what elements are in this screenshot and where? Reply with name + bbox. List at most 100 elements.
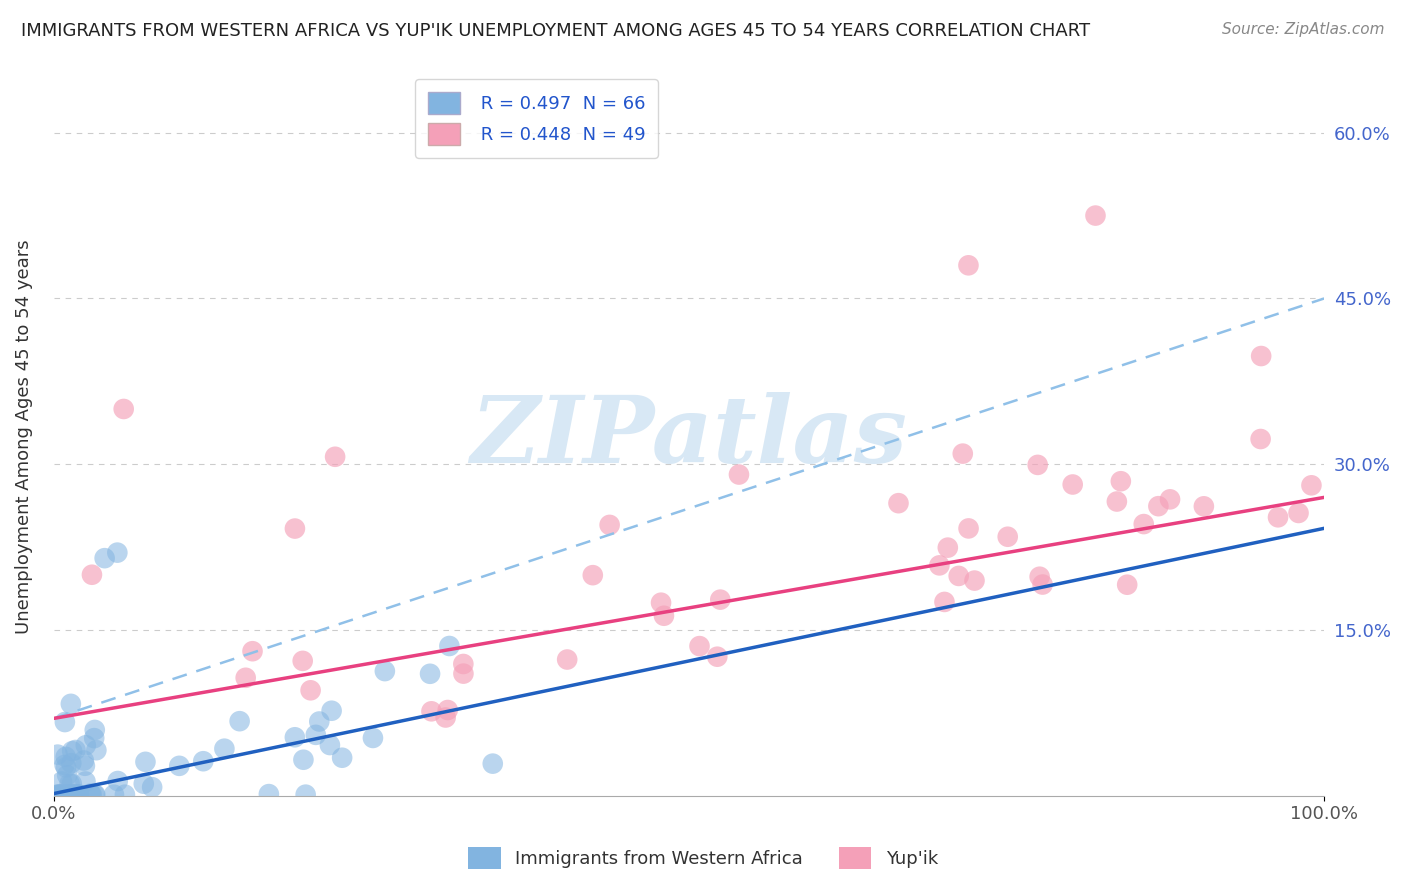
Point (55, 750, 77, 764)
Point (55, 760, 77, 774)
Point (481, 756, 503, 771)
Point (60, 744, 83, 758)
Point (887, 496, 910, 510)
Point (1116, 578, 1139, 592)
Point (1159, 492, 1181, 507)
Point (997, 530, 1019, 544)
Point (55, 788, 77, 802)
Point (83, 788, 105, 802)
Point (284, 522, 307, 536)
Point (1109, 474, 1132, 488)
Point (65, 788, 87, 802)
Point (105, 546, 128, 560)
Point (1192, 500, 1215, 514)
Point (308, 714, 330, 729)
Point (59, 777, 82, 791)
Point (934, 595, 956, 609)
Point (652, 608, 675, 623)
Point (709, 592, 731, 607)
Point (728, 467, 751, 482)
Point (1132, 517, 1154, 532)
Point (134, 755, 156, 769)
Point (257, 787, 280, 801)
Point (582, 568, 605, 582)
Point (66, 788, 89, 802)
Point (439, 639, 461, 653)
Point (292, 753, 315, 767)
Point (114, 788, 136, 802)
Point (235, 671, 257, 685)
Point (53, 714, 76, 729)
Legend:  R = 0.497  N = 66,  R = 0.448  N = 49: R = 0.497 N = 66, R = 0.448 N = 49 (415, 79, 658, 158)
Point (1267, 510, 1289, 524)
Point (1084, 209, 1107, 223)
Point (66, 788, 89, 802)
Point (80, 788, 103, 802)
Point (67, 788, 90, 802)
Point (132, 777, 155, 791)
Point (83, 723, 105, 737)
Point (453, 666, 475, 681)
Point (963, 574, 986, 588)
Point (453, 657, 475, 671)
Point (93, 551, 115, 566)
Point (1250, 432, 1272, 446)
Point (1147, 499, 1170, 513)
Point (169, 759, 191, 773)
Point (53, 758, 76, 772)
Point (46, 788, 69, 802)
Point (46, 788, 69, 802)
Point (65, 743, 87, 757)
Point (1250, 349, 1272, 363)
Point (321, 704, 343, 718)
Point (555, 652, 578, 666)
Point (374, 664, 396, 678)
Point (1301, 478, 1323, 492)
Point (56, 788, 79, 802)
Point (84, 788, 107, 802)
Point (228, 714, 250, 728)
Point (294, 788, 316, 802)
Point (305, 728, 328, 742)
Point (330, 750, 353, 764)
Point (49, 788, 72, 802)
Legend: Immigrants from Western Africa, Yup'ik: Immigrants from Western Africa, Yup'ik (458, 838, 948, 879)
Point (112, 401, 135, 416)
Point (242, 644, 264, 658)
Point (1028, 570, 1050, 584)
Point (46, 747, 69, 762)
Point (952, 447, 974, 461)
Point (60, 788, 83, 802)
Point (1032, 577, 1054, 591)
Point (59, 788, 82, 802)
Point (107, 774, 129, 789)
Point (957, 258, 980, 272)
Point (419, 666, 441, 681)
Point (75, 738, 97, 752)
Y-axis label: Unemployment Among Ages 45 to 54 years: Unemployment Among Ages 45 to 54 years (15, 239, 32, 634)
Point (73, 754, 96, 768)
Point (83, 731, 105, 746)
Point (650, 596, 672, 610)
Point (1288, 506, 1310, 520)
Point (141, 780, 163, 795)
Point (63, 788, 86, 802)
Point (73, 758, 96, 772)
Point (1026, 458, 1049, 472)
Point (51, 774, 73, 789)
Point (1062, 477, 1084, 491)
Point (284, 731, 307, 745)
Point (299, 683, 322, 698)
Point (323, 450, 346, 464)
Point (319, 738, 342, 752)
Text: ZIPatlas: ZIPatlas (471, 392, 907, 482)
Point (420, 704, 443, 718)
Point (56, 768, 79, 782)
Point (599, 517, 621, 532)
Point (436, 703, 458, 717)
Point (361, 731, 384, 745)
Point (928, 558, 950, 573)
Point (60, 756, 83, 771)
Point (434, 710, 457, 724)
Point (689, 639, 711, 653)
